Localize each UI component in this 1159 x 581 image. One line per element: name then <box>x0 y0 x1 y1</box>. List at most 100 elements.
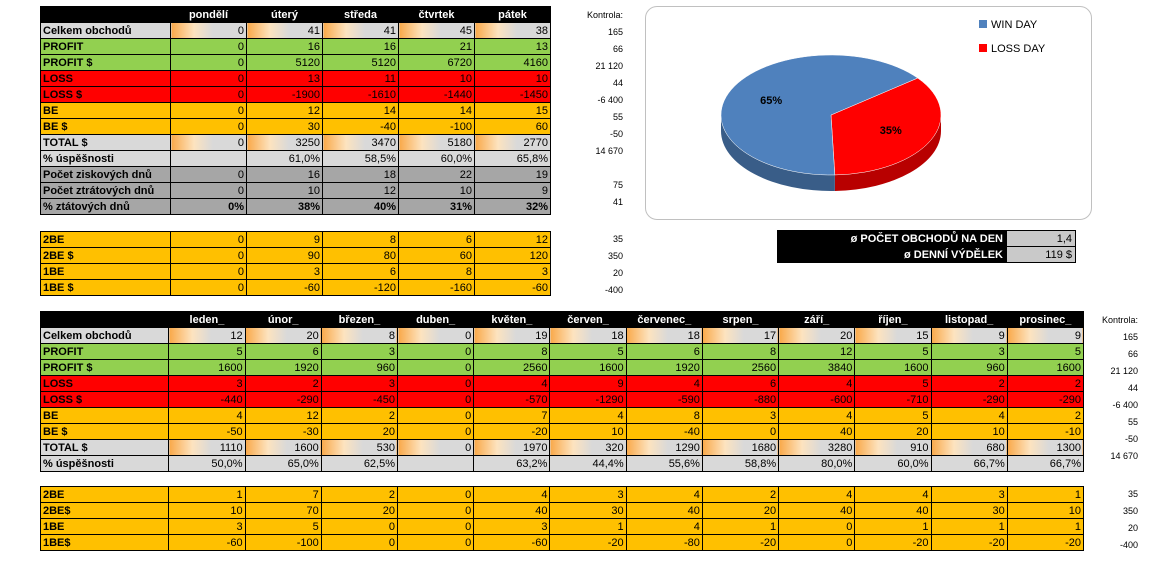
data-cell[interactable]: 4 <box>854 486 932 503</box>
data-cell[interactable]: -290 <box>1006 391 1085 408</box>
data-cell[interactable]: 61,0% <box>246 150 323 167</box>
data-cell[interactable]: 10 <box>549 423 627 440</box>
data-cell[interactable]: 10 <box>398 182 475 199</box>
data-cell[interactable]: -1610 <box>322 86 399 103</box>
data-cell[interactable]: 5 <box>854 343 932 360</box>
data-cell[interactable]: 16 <box>246 166 323 183</box>
data-cell[interactable]: 63,2% <box>473 455 551 472</box>
data-cell[interactable]: 1 <box>930 518 1008 535</box>
data-cell[interactable]: 40 <box>473 502 551 519</box>
data-cell[interactable]: 3280 <box>778 439 856 456</box>
data-cell[interactable]: 14 <box>322 102 399 119</box>
data-cell[interactable]: 4 <box>625 518 703 535</box>
pie-slice-win-day[interactable] <box>720 54 919 176</box>
data-cell[interactable]: 5 <box>244 518 322 535</box>
data-cell[interactable]: 1 <box>854 518 932 535</box>
data-cell[interactable]: 910 <box>854 439 932 456</box>
data-cell[interactable]: 8 <box>398 263 475 280</box>
data-cell[interactable]: 1600 <box>1006 359 1085 376</box>
data-cell[interactable]: 12 <box>244 407 322 424</box>
data-cell[interactable]: 6 <box>244 343 322 360</box>
data-cell[interactable]: 0 <box>170 70 247 87</box>
data-cell[interactable]: -60 <box>168 534 246 551</box>
average-value[interactable]: 1,4 <box>1006 230 1076 247</box>
data-cell[interactable]: 1 <box>1006 486 1085 503</box>
data-cell[interactable]: 2560 <box>701 359 780 376</box>
data-cell[interactable]: 0 <box>397 407 475 424</box>
data-cell[interactable]: 10 <box>930 423 1008 440</box>
data-cell[interactable]: -570 <box>473 391 551 408</box>
data-cell[interactable]: -20 <box>701 534 780 551</box>
data-cell[interactable]: 1 <box>168 486 246 503</box>
data-cell[interactable]: 6720 <box>398 54 475 71</box>
data-cell[interactable]: 22 <box>398 166 475 183</box>
data-cell[interactable]: 1110 <box>168 439 246 456</box>
data-cell[interactable]: 0 <box>397 423 475 440</box>
data-cell[interactable]: -30 <box>244 423 322 440</box>
data-cell[interactable]: 2 <box>701 486 780 503</box>
data-cell[interactable]: 40 <box>854 502 932 519</box>
data-cell[interactable]: 1600 <box>168 359 246 376</box>
data-cell[interactable]: -450 <box>320 391 399 408</box>
data-cell[interactable]: 40 <box>778 502 856 519</box>
data-cell[interactable]: 0 <box>778 518 856 535</box>
data-cell[interactable]: 9 <box>474 182 551 199</box>
data-cell[interactable]: 30 <box>549 502 627 519</box>
data-cell[interactable]: 8 <box>625 407 703 424</box>
data-cell[interactable]: 7 <box>473 407 551 424</box>
data-cell[interactable]: 0 <box>170 86 247 103</box>
data-cell[interactable]: 1600 <box>549 359 627 376</box>
data-cell[interactable]: 0 <box>170 247 247 264</box>
data-cell[interactable]: 15 <box>474 102 551 119</box>
data-cell[interactable]: -50 <box>168 423 246 440</box>
data-cell[interactable]: 40% <box>322 198 399 215</box>
pie-slice-loss-day[interactable] <box>830 77 942 176</box>
data-cell[interactable]: 3840 <box>778 359 856 376</box>
data-cell[interactable]: 0 <box>397 327 475 344</box>
data-cell[interactable]: 0% <box>170 198 247 215</box>
data-cell[interactable]: 12 <box>168 327 246 344</box>
data-cell[interactable]: -100 <box>398 118 475 135</box>
data-cell[interactable]: 90 <box>246 247 323 264</box>
data-cell[interactable]: 5 <box>854 407 932 424</box>
data-cell[interactable]: -590 <box>625 391 703 408</box>
data-cell[interactable]: 0 <box>397 375 475 392</box>
data-cell[interactable]: 4 <box>778 375 856 392</box>
data-cell[interactable]: -440 <box>168 391 246 408</box>
data-cell[interactable]: 6 <box>701 375 780 392</box>
data-cell[interactable]: 8 <box>320 327 399 344</box>
data-cell[interactable]: 1600 <box>244 439 322 456</box>
data-cell[interactable]: 32% <box>474 198 551 215</box>
data-cell[interactable]: 10 <box>398 70 475 87</box>
data-cell[interactable]: 6 <box>398 231 475 248</box>
data-cell[interactable]: 80,0% <box>778 455 856 472</box>
data-cell[interactable]: 3 <box>474 263 551 280</box>
data-cell[interactable]: 0 <box>170 166 247 183</box>
data-cell[interactable]: 960 <box>930 359 1008 376</box>
data-cell[interactable]: 38% <box>246 198 323 215</box>
data-cell[interactable]: 21 <box>398 38 475 55</box>
data-cell[interactable]: 58,8% <box>701 455 780 472</box>
data-cell[interactable]: 62,5% <box>320 455 399 472</box>
data-cell[interactable]: 3 <box>930 486 1008 503</box>
data-cell[interactable]: 20 <box>244 327 322 344</box>
data-cell[interactable]: 2 <box>320 407 399 424</box>
data-cell[interactable]: 20 <box>320 423 399 440</box>
data-cell[interactable]: 0 <box>170 231 247 248</box>
data-cell[interactable] <box>170 150 247 167</box>
data-cell[interactable]: -290 <box>930 391 1008 408</box>
data-cell[interactable]: 4160 <box>474 54 551 71</box>
data-cell[interactable]: 0 <box>701 423 780 440</box>
data-cell[interactable]: 4 <box>473 486 551 503</box>
data-cell[interactable]: 4 <box>778 486 856 503</box>
data-cell[interactable]: 20 <box>701 502 780 519</box>
data-cell[interactable]: 0 <box>397 343 475 360</box>
data-cell[interactable]: 4 <box>625 375 703 392</box>
data-cell[interactable]: -160 <box>398 279 475 296</box>
data-cell[interactable]: 960 <box>320 359 399 376</box>
data-cell[interactable]: 1300 <box>1006 439 1085 456</box>
data-cell[interactable]: 0 <box>778 534 856 551</box>
data-cell[interactable]: 30 <box>930 502 1008 519</box>
data-cell[interactable]: 0 <box>397 518 475 535</box>
data-cell[interactable]: 44,4% <box>549 455 627 472</box>
